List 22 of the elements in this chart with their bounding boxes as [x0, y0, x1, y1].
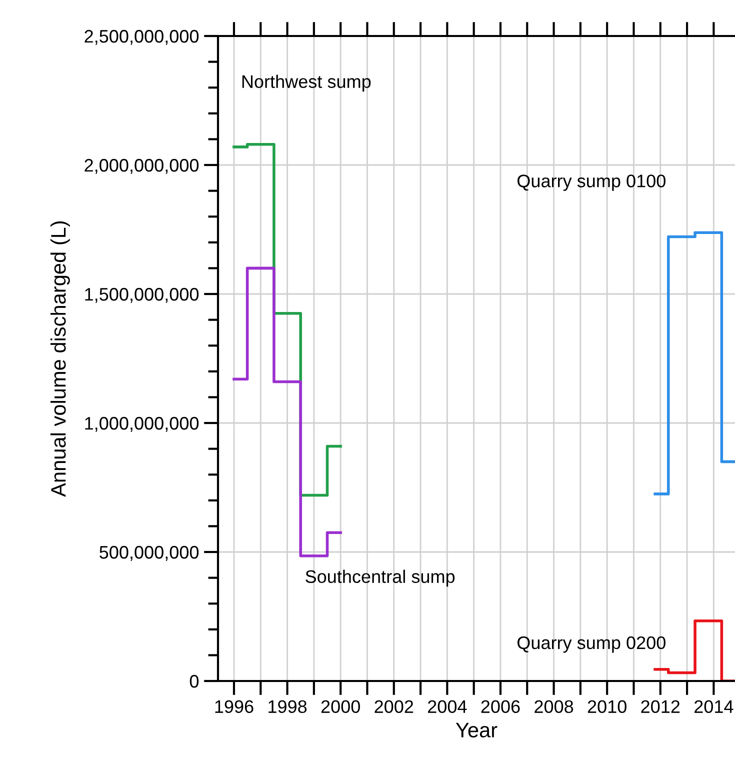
x-axis-title: Year: [456, 722, 498, 738]
x-tick-label: 1998: [268, 700, 307, 714]
series-label: Quarry sump 0200: [518, 636, 666, 653]
y-axis-title: Annual volume discharged (L): [50, 221, 70, 497]
y-tick-label: 1,000,000,000: [85, 416, 199, 432]
y-tick-label: 2,000,000,000: [84, 158, 199, 174]
x-tick-label: 2006: [481, 700, 520, 714]
series-label: Southcentral sump: [306, 570, 455, 587]
x-tick-label: 2014: [694, 700, 734, 714]
y-tick-label: 2,500,000,000: [84, 30, 199, 45]
text: Northwest sump: [242, 74, 371, 92]
x-tick-label: 2004: [428, 700, 467, 714]
x-tick-label: 2002: [374, 700, 414, 714]
text: Quarry sump 0100: [518, 174, 666, 191]
y-tick-label: 1,500,000,000: [85, 288, 199, 303]
x-tick-label: 2000: [321, 700, 360, 714]
x-tick-label: 2010: [588, 700, 626, 714]
x-tick-label: 2012: [641, 700, 680, 714]
x-tick-label: 1996: [215, 700, 254, 714]
y-tick-label: 500,000,000: [100, 546, 199, 561]
y-tick-label: 0: [190, 674, 199, 688]
x-tick-label: 2008: [534, 700, 574, 714]
